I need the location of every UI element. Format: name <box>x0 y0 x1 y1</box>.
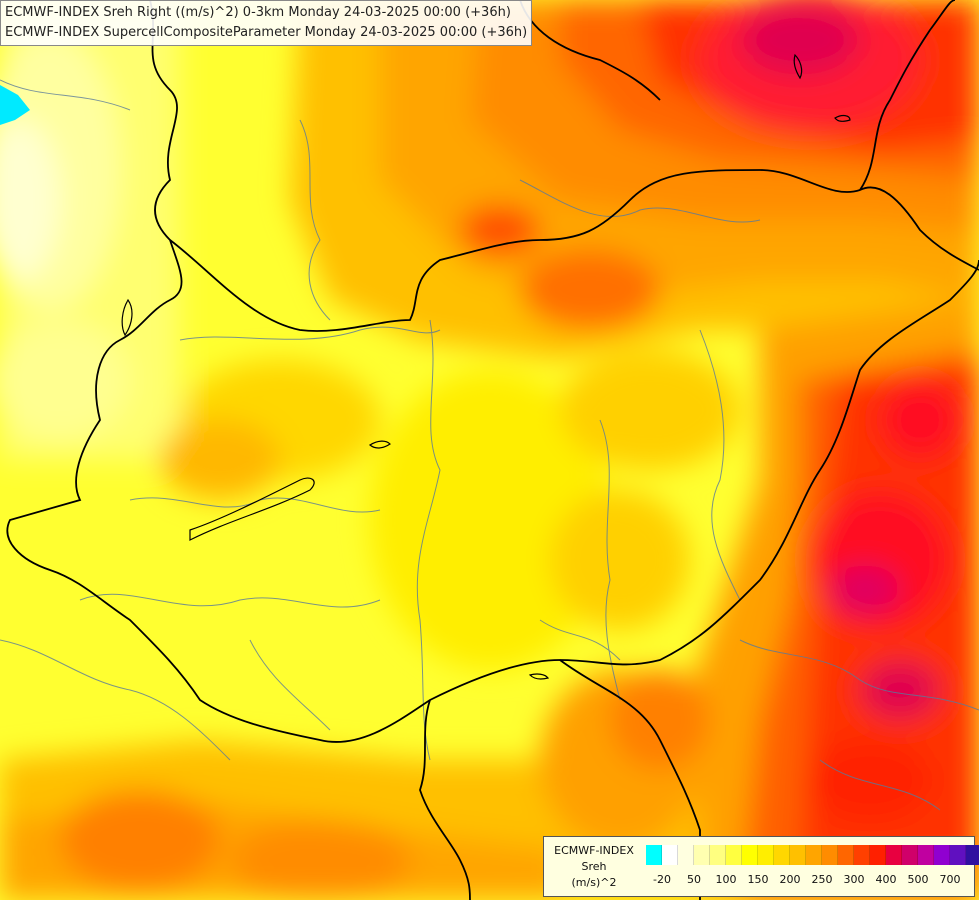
legend-swatch <box>646 845 662 865</box>
legend-swatches <box>646 845 979 865</box>
legend-swatch <box>710 845 726 865</box>
legend-label: ECMWF-INDEX Sreh (m/s)^2 <box>546 843 642 891</box>
cyan-blob <box>0 85 30 125</box>
lakes <box>121 53 851 680</box>
legend-swatch <box>854 845 870 865</box>
legend-swatch <box>662 845 678 865</box>
legend-tick-label: 150 <box>747 873 769 886</box>
legend-swatch <box>742 845 758 865</box>
title-line-1: ECMWF-INDEX Sreh Right ((m/s)^2) 0-3km M… <box>5 5 511 20</box>
legend-label-line-1: ECMWF-INDEX <box>554 844 634 857</box>
legend-tick-label: 400 <box>875 873 897 886</box>
legend-swatch <box>790 845 806 865</box>
legend-swatch <box>838 845 854 865</box>
legend-swatch <box>822 845 838 865</box>
legend-swatch <box>774 845 790 865</box>
legend-label-line-2: Sreh <box>581 860 607 873</box>
legend-swatch <box>902 845 918 865</box>
legend-tick-label: 500 <box>907 873 929 886</box>
legend-swatch <box>758 845 774 865</box>
legend-label-line-3: (m/s)^2 <box>571 876 617 889</box>
legend: ECMWF-INDEX Sreh (m/s)^2 -20 50 100 150 200 2… <box>543 836 979 897</box>
legend-tick-label: 250 <box>811 873 833 886</box>
legend-tick-label: 200 <box>779 873 801 886</box>
legend-swatch <box>934 845 950 865</box>
legend-swatch <box>806 845 822 865</box>
legend-swatch <box>694 845 710 865</box>
country-borders <box>6 0 979 900</box>
map-title-box: ECMWF-INDEX Sreh Right ((m/s)^2) 0-3km M… <box>0 0 533 46</box>
legend-swatch <box>918 845 934 865</box>
legend-swatch <box>678 845 694 865</box>
legend-tick-label: 300 <box>843 873 865 886</box>
legend-swatch <box>966 845 979 865</box>
legend-swatch <box>950 845 966 865</box>
legend-ticks: -20 50 100 150 200 250 300 400 500 700 <box>646 873 966 889</box>
legend-tick-label: 50 <box>687 873 701 886</box>
legend-swatch <box>886 845 902 865</box>
legend-swatch <box>870 845 886 865</box>
title-line-2: ECMWF-INDEX SupercellCompositeParameter … <box>5 25 528 40</box>
legend-tick-label: 700 <box>939 873 961 886</box>
legend-swatch <box>726 845 742 865</box>
legend-tick-label: -20 <box>653 873 671 886</box>
legend-tick-label: 100 <box>715 873 737 886</box>
